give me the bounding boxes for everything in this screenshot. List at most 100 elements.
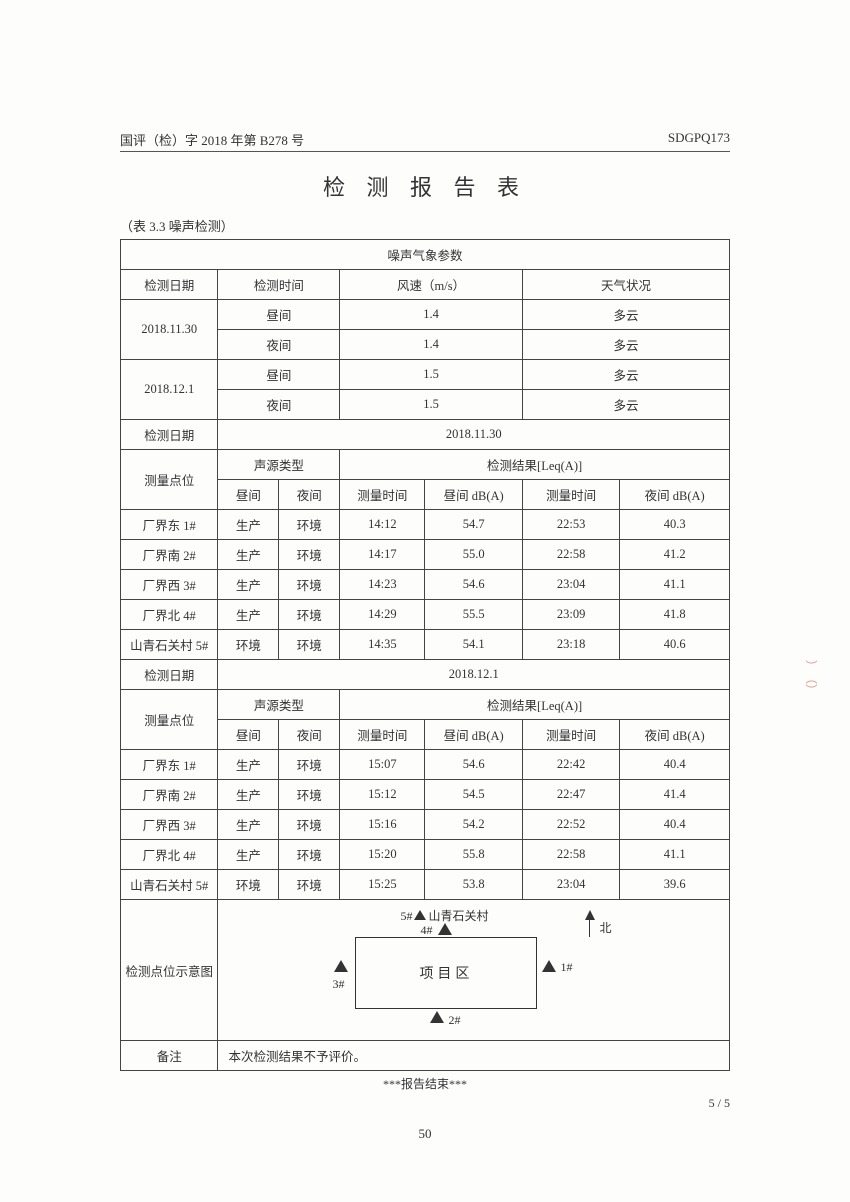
weather-period: 夜间 [218,390,340,420]
time-cell: 15:20 [340,840,425,870]
src-cell: 环境 [218,870,279,900]
table-row: 厂界北 4#生产环境14:2955.523:0941.8 [121,600,730,630]
time-cell: 23:09 [522,600,619,630]
meas-time-label: 测量时间 [340,720,425,750]
p5-num: 5# [400,909,412,923]
night-db-label: 夜间 dB(A) [620,720,730,750]
day-label: 昼间 [218,720,279,750]
remark-label: 备注 [121,1041,218,1071]
point-cell: 厂界东 1# [121,510,218,540]
db-cell: 54.7 [425,510,522,540]
diagram-cell: 5#山青石关村 4# 项目区 3# 1# [218,900,730,1041]
db-cell: 40.6 [620,630,730,660]
point-cell: 厂界北 4# [121,840,218,870]
src-cell: 生产 [218,750,279,780]
col-date: 检测日期 [121,270,218,300]
time-cell: 22:58 [522,840,619,870]
src-cell: 环境 [279,630,340,660]
src-cell: 环境 [279,780,340,810]
meas-time-label: 测量时间 [340,480,425,510]
date-label: 检测日期 [121,420,218,450]
table-row: 厂界西 3#生产环境14:2354.623:0441.1 [121,570,730,600]
pager: 5 / 5 [120,1096,730,1111]
time-cell: 15:07 [340,750,425,780]
table-row: 厂界东 1# 生产 环境 14:12 54.7 22:53 40.3 [121,510,730,540]
time-cell: 15:16 [340,810,425,840]
src-cell: 环境 [279,600,340,630]
day-db-label: 昼间 dB(A) [425,480,522,510]
db-cell: 54.2 [425,810,522,840]
point-cell: 厂界北 4# [121,600,218,630]
weather-caption: 噪声气象参数 [121,240,730,270]
report-table: 噪声气象参数 检测日期 检测时间 风速（m/s） 天气状况 2018.11.30… [120,239,730,1071]
db-cell: 55.8 [425,840,522,870]
table-row: 厂界西 3#生产环境15:1654.222:5240.4 [121,810,730,840]
diagram-label: 检测点位示意图 [121,900,218,1041]
time-cell: 23:04 [522,570,619,600]
point-2-label: 2# [448,1013,460,1028]
report-end: ***报告结束*** [120,1075,730,1092]
weather-wind: 1.4 [340,300,523,330]
src-cell: 生产 [218,510,279,540]
north-arrow-icon: 北 [585,911,595,926]
db-cell: 40.3 [620,510,730,540]
weather-wind: 1.5 [340,390,523,420]
page: 国评（检）字 2018 年第 B278 号 SDGPQ173 检 测 报 告 表… [0,0,850,1202]
col-weather: 天气状况 [522,270,729,300]
time-cell: 14:29 [340,600,425,630]
header-left: 国评（检）字 2018 年第 B278 号 [120,130,304,149]
point-4-label: 4# [420,923,432,938]
col-wind: 风速（m/s） [340,270,523,300]
point-label: 测量点位 [121,450,218,510]
meas-time-label: 测量时间 [522,720,619,750]
weather-period: 昼间 [218,360,340,390]
db-cell: 41.1 [620,570,730,600]
db-cell: 54.6 [425,570,522,600]
time-cell: 23:18 [522,630,619,660]
src-cell: 生产 [218,600,279,630]
src-cell: 环境 [279,540,340,570]
time-cell: 14:23 [340,570,425,600]
date-label: 检测日期 [121,660,218,690]
src-cell: 环境 [279,510,340,540]
night-label: 夜间 [279,480,340,510]
project-area-rect: 项目区 [355,937,537,1009]
day-db-label: 昼间 dB(A) [425,720,522,750]
point-1-label: 1# [560,960,572,975]
point-cell: 厂界东 1# [121,750,218,780]
db-cell: 40.4 [620,750,730,780]
src-cell: 生产 [218,840,279,870]
table-row: 厂界南 2#生产环境14:1755.022:5841.2 [121,540,730,570]
weather-cond: 多云 [522,330,729,360]
triangle-icon [438,923,452,935]
meas-time-label: 测量时间 [522,480,619,510]
time-cell: 23:04 [522,870,619,900]
triangle-icon [414,910,426,920]
source-type-label: 声源类型 [218,450,340,480]
db-cell: 41.1 [620,840,730,870]
weather-wind: 1.4 [340,330,523,360]
db-cell: 54.1 [425,630,522,660]
weather-cond: 多云 [522,300,729,330]
weather-cond: 多云 [522,360,729,390]
p5-name: 山青石关村 [428,909,488,923]
night-db-label: 夜间 dB(A) [620,480,730,510]
db-cell: 54.6 [425,750,522,780]
weather-date: 2018.11.30 [121,300,218,360]
point-cell: 厂界南 2# [121,540,218,570]
src-cell: 环境 [279,570,340,600]
src-cell: 生产 [218,780,279,810]
db-cell: 54.5 [425,780,522,810]
weather-period: 夜间 [218,330,340,360]
project-area-label: 项目区 [419,963,473,983]
page-title: 检 测 报 告 表 [120,170,730,202]
time-cell: 15:12 [340,780,425,810]
night-label: 夜间 [279,720,340,750]
table-row: 山青石关村 5#环境环境15:2553.823:0439.6 [121,870,730,900]
triangle-icon [334,960,348,972]
time-cell: 14:12 [340,510,425,540]
weather-wind: 1.5 [340,360,523,390]
src-cell: 环境 [279,870,340,900]
src-cell: 环境 [279,810,340,840]
src-cell: 生产 [218,540,279,570]
